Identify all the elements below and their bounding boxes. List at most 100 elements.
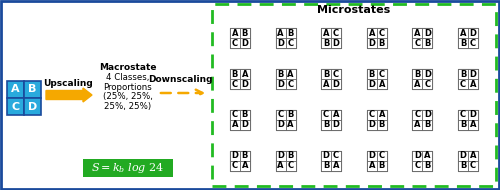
Text: Downscaling: Downscaling (148, 74, 212, 83)
Text: B: B (323, 120, 330, 129)
Text: A: A (242, 161, 248, 170)
FancyBboxPatch shape (412, 79, 422, 89)
Text: D: D (242, 39, 248, 48)
FancyBboxPatch shape (367, 69, 377, 79)
FancyBboxPatch shape (377, 28, 387, 38)
FancyBboxPatch shape (240, 28, 250, 38)
Text: B: B (460, 120, 466, 129)
FancyBboxPatch shape (83, 159, 173, 177)
Text: A: A (277, 161, 284, 170)
FancyBboxPatch shape (230, 38, 240, 48)
FancyBboxPatch shape (458, 79, 468, 89)
Text: C: C (288, 80, 294, 89)
Text: D: D (242, 120, 248, 129)
Text: C: C (232, 110, 238, 119)
FancyBboxPatch shape (367, 151, 387, 171)
FancyBboxPatch shape (286, 151, 296, 161)
FancyBboxPatch shape (468, 161, 478, 171)
FancyBboxPatch shape (321, 69, 341, 89)
FancyBboxPatch shape (276, 110, 285, 120)
FancyArrow shape (46, 88, 92, 102)
FancyBboxPatch shape (230, 28, 250, 48)
FancyBboxPatch shape (321, 151, 341, 171)
FancyBboxPatch shape (458, 28, 468, 38)
FancyBboxPatch shape (321, 79, 331, 89)
FancyBboxPatch shape (276, 120, 285, 130)
Text: C: C (232, 80, 238, 89)
FancyBboxPatch shape (458, 110, 468, 120)
FancyBboxPatch shape (377, 38, 387, 48)
FancyBboxPatch shape (286, 38, 296, 48)
Text: C: C (414, 110, 420, 119)
Text: D: D (332, 39, 340, 48)
FancyBboxPatch shape (240, 79, 250, 89)
Text: C: C (460, 110, 466, 119)
FancyBboxPatch shape (412, 110, 422, 120)
FancyBboxPatch shape (276, 79, 285, 89)
FancyBboxPatch shape (412, 161, 422, 171)
FancyBboxPatch shape (458, 110, 478, 130)
FancyBboxPatch shape (458, 120, 468, 130)
FancyBboxPatch shape (24, 98, 41, 115)
Text: B: B (278, 70, 283, 79)
Text: B: B (424, 120, 430, 129)
Text: C: C (379, 29, 385, 38)
Text: D: D (332, 80, 340, 89)
FancyBboxPatch shape (230, 151, 250, 171)
Text: C: C (379, 70, 385, 79)
Text: C: C (333, 151, 339, 160)
FancyBboxPatch shape (286, 28, 296, 38)
FancyBboxPatch shape (286, 79, 296, 89)
Text: $S = k_b\ log\ 24$: $S = k_b\ log\ 24$ (92, 161, 164, 175)
Text: A: A (368, 29, 375, 38)
FancyBboxPatch shape (422, 79, 432, 89)
Text: Microstates: Microstates (318, 5, 390, 15)
FancyBboxPatch shape (377, 120, 387, 130)
Text: A: A (378, 80, 385, 89)
Text: D: D (368, 120, 376, 129)
FancyBboxPatch shape (458, 38, 468, 48)
FancyBboxPatch shape (321, 38, 331, 48)
FancyBboxPatch shape (24, 81, 41, 98)
Text: B: B (288, 29, 294, 38)
Text: A: A (470, 151, 476, 160)
FancyBboxPatch shape (458, 69, 478, 89)
Text: C: C (323, 110, 329, 119)
Text: B: B (242, 110, 248, 119)
Text: C: C (414, 161, 420, 170)
FancyBboxPatch shape (321, 28, 331, 38)
FancyBboxPatch shape (276, 151, 295, 171)
Text: D: D (470, 70, 476, 79)
FancyBboxPatch shape (230, 161, 240, 171)
Text: D: D (470, 110, 476, 119)
Text: B: B (378, 39, 385, 48)
FancyBboxPatch shape (321, 110, 341, 130)
Text: A: A (232, 29, 238, 38)
FancyBboxPatch shape (377, 79, 387, 89)
Text: B: B (232, 70, 238, 79)
Text: C: C (414, 39, 420, 48)
FancyBboxPatch shape (276, 69, 285, 79)
Text: A: A (460, 29, 466, 38)
FancyBboxPatch shape (367, 28, 377, 38)
Text: C: C (288, 161, 294, 170)
FancyBboxPatch shape (468, 79, 478, 89)
FancyBboxPatch shape (422, 69, 432, 79)
FancyBboxPatch shape (276, 28, 285, 38)
Text: D: D (277, 120, 284, 129)
FancyBboxPatch shape (276, 38, 285, 48)
FancyBboxPatch shape (230, 151, 240, 161)
FancyBboxPatch shape (422, 28, 432, 38)
FancyBboxPatch shape (412, 28, 422, 38)
Text: D: D (470, 29, 476, 38)
Text: C: C (470, 161, 476, 170)
FancyBboxPatch shape (468, 38, 478, 48)
FancyBboxPatch shape (321, 161, 331, 171)
FancyBboxPatch shape (240, 151, 250, 161)
Text: B: B (378, 120, 385, 129)
FancyBboxPatch shape (286, 161, 296, 171)
Text: D: D (368, 80, 376, 89)
FancyBboxPatch shape (240, 110, 250, 120)
Text: C: C (333, 29, 339, 38)
FancyBboxPatch shape (321, 28, 341, 48)
